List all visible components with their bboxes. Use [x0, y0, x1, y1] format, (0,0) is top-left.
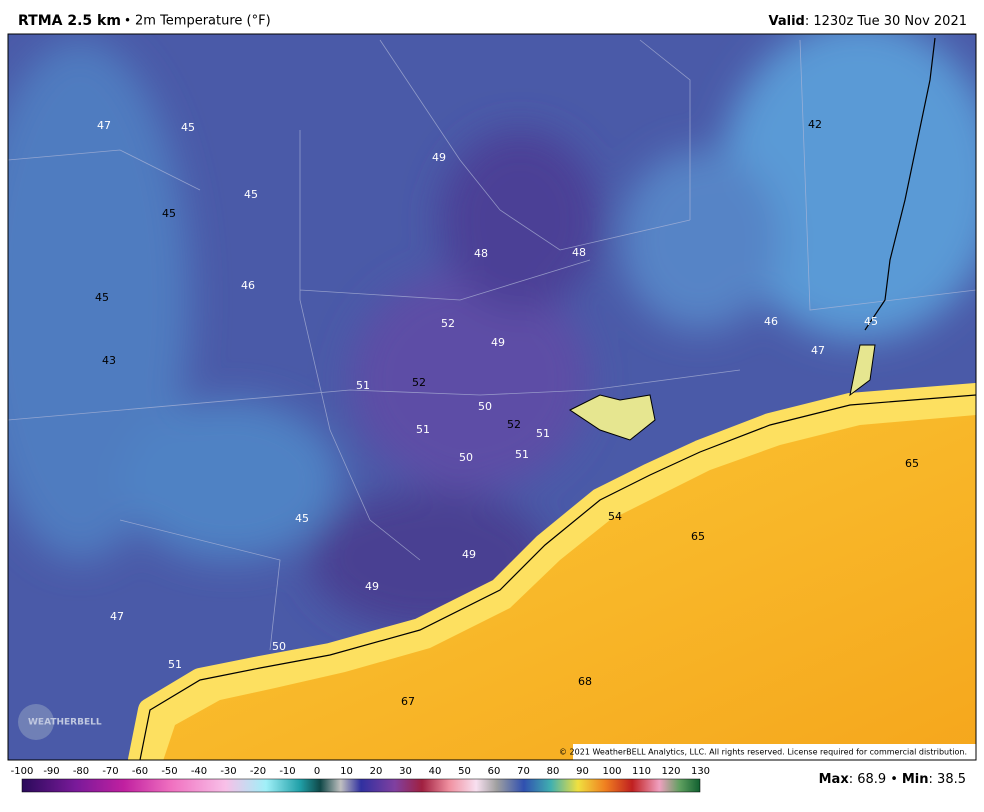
colorbar-tick-label: -30	[220, 766, 236, 777]
temperature-label: 45	[181, 121, 195, 134]
temperature-label: 45	[162, 207, 176, 220]
colorbar-tick-label: -50	[161, 766, 177, 777]
colorbar-tick-label: -20	[250, 766, 266, 777]
temperature-label: 51	[515, 448, 529, 461]
temperature-label: 51	[356, 379, 370, 392]
model-name: RTMA 2.5 km	[18, 13, 121, 29]
temperature-label: 47	[110, 610, 124, 623]
colorbar-tick-label: 30	[399, 766, 412, 777]
colorbar-tick-label: 130	[691, 766, 710, 777]
logo: WEATHERBELL	[28, 718, 102, 728]
temperature-label: 65	[691, 530, 705, 543]
separator: •	[124, 14, 131, 28]
colorbar-tick-label: 100	[602, 766, 621, 777]
temperature-label: 50	[478, 400, 492, 413]
colorbar-tick-label: 10	[340, 766, 353, 777]
temperature-label: 49	[462, 548, 476, 561]
colorbar-tick-label: 80	[547, 766, 560, 777]
colorbar-tick-label: 40	[429, 766, 442, 777]
temperature-label: 52	[412, 376, 426, 389]
colorbar-tick-label: -100	[11, 766, 34, 777]
max-value: 68.9	[857, 772, 886, 787]
stats: Max: 68.9 • Min: 38.5	[819, 772, 966, 787]
temperature-label: 50	[272, 640, 286, 653]
min-value: 38.5	[937, 772, 966, 787]
min-label: Min	[902, 772, 929, 787]
copyright: © 2021 WeatherBELL Analytics, LLC. All r…	[559, 748, 967, 757]
colorbar-tick-label: 70	[517, 766, 530, 777]
colorbar-ticks: -100 -90 -80 -70 -60 -50 -40 -30 -20 -10 0 10 20 30 40…	[11, 766, 710, 777]
colorbar-tick-label: -70	[102, 766, 118, 777]
temperature-label: 46	[241, 279, 255, 292]
colorbar-tick-label: 90	[576, 766, 589, 777]
temperature-label: 45	[864, 315, 878, 328]
map: © 2021 WeatherBELL Analytics, LLC. All r…	[8, 34, 976, 760]
separator: •	[890, 772, 898, 787]
temperature-label: 49	[365, 580, 379, 593]
max-label: Max	[819, 772, 850, 787]
colorbar-tick-label: 0	[314, 766, 320, 777]
temperature-label: 45	[295, 512, 309, 525]
temperature-label: 45	[95, 291, 109, 304]
valid-value: : 1230z Tue 30 Nov 2021	[805, 14, 967, 29]
colorbar-tick-label: -60	[132, 766, 148, 777]
temperature-label: 54	[608, 510, 622, 523]
temperature-label: 51	[168, 658, 182, 671]
temperature-label: 51	[536, 427, 550, 440]
colorbar-tick-label: -80	[73, 766, 89, 777]
map-labels: 47 45 49 42 45 45 48 48 45 46 52 49 46 45 47 43 51 52 50 52…	[95, 118, 919, 708]
temperature-label: 48	[474, 247, 488, 260]
colorbar-tick-label: -10	[279, 766, 295, 777]
temperature-label: 46	[764, 315, 778, 328]
colon: :	[849, 772, 858, 787]
colorbar-tick-label: 110	[632, 766, 651, 777]
temperature-label: 67	[401, 695, 415, 708]
temperature-label: 45	[244, 188, 258, 201]
temperature-label: 68	[578, 675, 592, 688]
colorbar-tick-label: 120	[661, 766, 680, 777]
temperature-label: 49	[491, 336, 505, 349]
temperature-label: 52	[441, 317, 455, 330]
valid-time: Valid: 1230z Tue 30 Nov 2021	[769, 14, 968, 29]
temperature-label: 47	[811, 344, 825, 357]
colorbar-tick-label: 20	[370, 766, 383, 777]
colorbar-tick-label: -90	[43, 766, 59, 777]
colorbar-tick-label: 50	[458, 766, 471, 777]
temperature-label: 48	[572, 246, 586, 259]
temperature-label: 50	[459, 451, 473, 464]
temperature-label: 42	[808, 118, 822, 131]
colon: :	[929, 772, 938, 787]
temperature-label: 43	[102, 354, 116, 367]
field-name: 2m Temperature (°F)	[135, 14, 271, 29]
temperature-label: 47	[97, 119, 111, 132]
temperature-label: 52	[507, 418, 521, 431]
temperature-label: 65	[905, 457, 919, 470]
colorbar	[21, 778, 701, 793]
colorbar-tick-label: 60	[488, 766, 501, 777]
colorbar-tick-label: -40	[191, 766, 207, 777]
valid-label: Valid	[769, 14, 805, 29]
temperature-label: 49	[432, 151, 446, 164]
temperature-label: 51	[416, 423, 430, 436]
